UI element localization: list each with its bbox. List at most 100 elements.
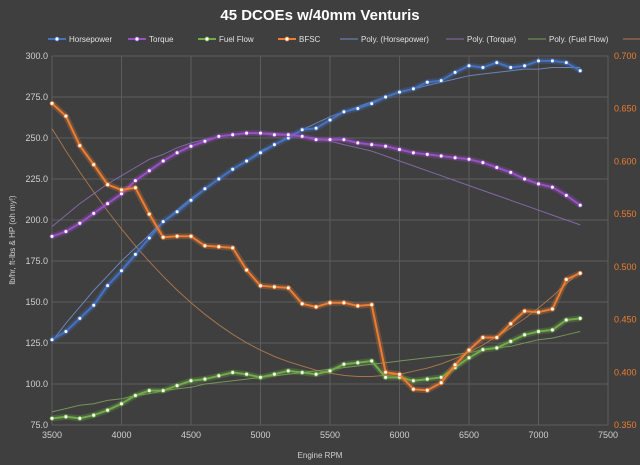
data-point [536, 181, 541, 187]
series-torque [49, 130, 583, 240]
data-point [383, 369, 388, 375]
data-point [536, 329, 541, 334]
y2-tick-label: 0.400 [614, 367, 637, 377]
trendline-3 [51, 128, 581, 377]
data-point [424, 152, 430, 157]
legend-item: Poly. (Fuel Flow) [528, 35, 609, 44]
trendline-1 [51, 132, 581, 227]
data-point [174, 383, 180, 388]
legend: Horsepower Torque Fuel Flow BFSC Poly. (Hors… [48, 35, 640, 44]
grid [51, 55, 609, 426]
data-point [355, 140, 361, 146]
data-point [494, 335, 500, 340]
y2-tick-label: 0.600 [614, 156, 637, 166]
data-point [188, 143, 194, 149]
data-point [133, 252, 138, 257]
data-point [438, 380, 444, 386]
series-fuel-flow [49, 315, 583, 422]
series-line [51, 59, 581, 341]
data-point [480, 160, 486, 165]
data-point [202, 186, 208, 192]
y-tick-label: 125.0 [25, 338, 48, 348]
legend-item: Poly. (Horsepower) [340, 35, 429, 44]
data-point [522, 332, 527, 338]
legend-label: Fuel Flow [219, 35, 254, 44]
data-point [369, 101, 375, 106]
data-point [63, 229, 69, 234]
data-point [494, 345, 500, 351]
legend-marker [134, 36, 140, 42]
y2-tick-label: 0.650 [614, 104, 637, 114]
data-point [411, 378, 416, 384]
data-point [299, 134, 305, 139]
data-point [160, 219, 166, 224]
x-axis-label: Engine RPM [298, 451, 343, 460]
data-point [285, 368, 291, 374]
data-point [369, 358, 375, 364]
data-point [341, 361, 347, 367]
data-point [438, 78, 444, 83]
y-tick-label: 300.0 [25, 51, 48, 61]
series-bfsc [49, 101, 583, 394]
y-axis-label: lb/hr, ft-lbs & HP (oh my!) [8, 195, 17, 285]
data-point [299, 301, 305, 307]
legend-label: BFSC [299, 35, 321, 44]
y2-tick-label: 0.500 [614, 262, 637, 272]
data-point [272, 132, 277, 138]
data-point [577, 202, 583, 208]
data-point [327, 137, 333, 142]
data-point [258, 130, 263, 136]
data-point [480, 65, 486, 70]
data-point [536, 58, 541, 64]
data-point [383, 94, 388, 100]
legend-item: Horsepower [48, 35, 112, 44]
y2-tick-label: 0.550 [614, 209, 637, 219]
y-tick-label: 175.0 [25, 256, 48, 266]
data-point [480, 347, 486, 352]
data-point [369, 302, 375, 308]
data-point [563, 60, 569, 65]
data-point [77, 221, 83, 226]
data-point [355, 106, 361, 111]
data-point [258, 150, 263, 156]
data-point [244, 130, 249, 136]
data-point [133, 393, 138, 398]
data-point [147, 211, 152, 217]
series-horsepower [49, 57, 583, 343]
x-tick-label: 5500 [320, 430, 340, 440]
legend-marker [54, 36, 60, 42]
data-point [327, 368, 333, 374]
data-point [383, 375, 388, 380]
data-point [160, 388, 166, 393]
x-tick-label: 3500 [42, 430, 62, 440]
data-point [299, 127, 305, 133]
legend-item: Poly. (Torque) [446, 35, 517, 44]
data-point [424, 376, 430, 382]
data-point [411, 386, 416, 392]
y-tick-label: 250.0 [25, 133, 48, 143]
data-point [327, 300, 333, 306]
data-point [216, 373, 222, 379]
data-point [466, 63, 472, 69]
data-point [272, 142, 277, 147]
data-point [202, 139, 208, 144]
data-point [174, 150, 180, 156]
data-point [91, 302, 96, 308]
data-point [91, 211, 96, 216]
data-point [438, 375, 444, 380]
chart-title: 45 DCOEs w/40mm Venturis [220, 7, 419, 24]
data-point [188, 378, 194, 384]
legend-label: Poly. (Torque) [467, 35, 517, 44]
data-point [577, 270, 583, 276]
data-point [327, 117, 333, 123]
data-point [133, 178, 138, 183]
data-point [550, 327, 555, 333]
legend-label: Poly. (Fuel Flow) [549, 35, 609, 44]
data-point [230, 245, 236, 251]
data-point [383, 143, 388, 149]
data-point [438, 153, 444, 159]
data-point [91, 412, 96, 418]
data-point [147, 388, 152, 393]
